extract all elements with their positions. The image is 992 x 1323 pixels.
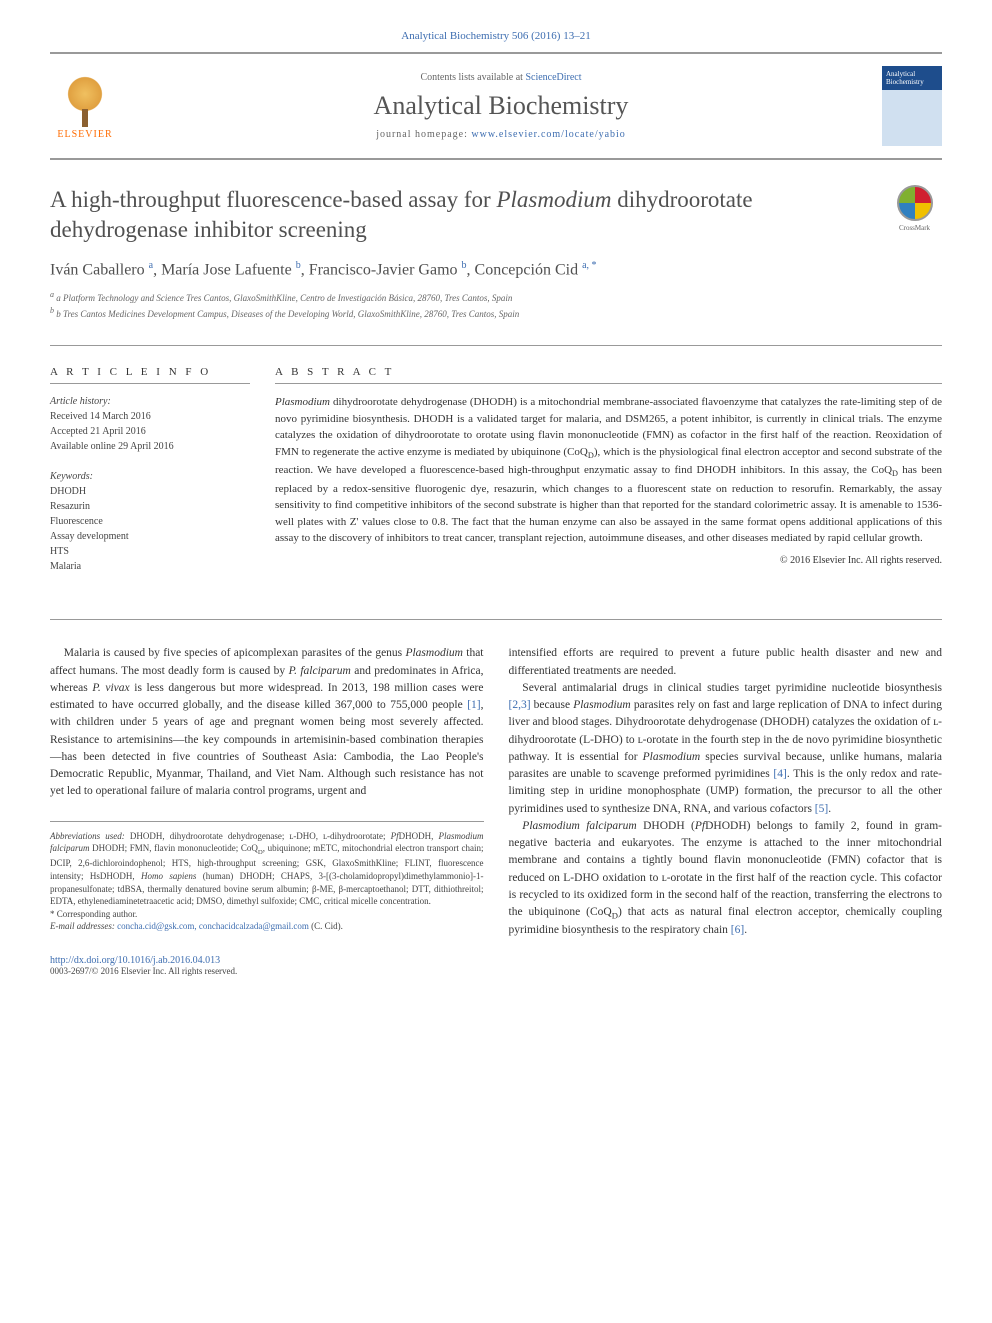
keyword-1: Resazurin (50, 499, 250, 514)
keyword-5: Malaria (50, 559, 250, 574)
footer-copyright: 0003-2697/© 2016 Elsevier Inc. All right… (50, 966, 942, 976)
crossmark-icon (897, 185, 933, 221)
journal-cover-thumbnail: Analytical Biochemistry (882, 66, 942, 146)
title-row: A high-throughput fluorescence-based ass… (50, 185, 942, 245)
footnotes-block: Abbreviations used: DHODH, dihydroorotat… (50, 821, 484, 933)
elsevier-text: ELSEVIER (57, 129, 112, 140)
abbreviations: Abbreviations used: DHODH, dihydroorotat… (50, 830, 484, 908)
elsevier-logo: ELSEVIER (50, 66, 120, 146)
keyword-2: Fluorescence (50, 514, 250, 529)
homepage-prefix: journal homepage: (376, 129, 471, 140)
sciencedirect-link[interactable]: ScienceDirect (525, 72, 581, 83)
keyword-0: DHODH (50, 484, 250, 499)
homepage-line: journal homepage: www.elsevier.com/locat… (120, 129, 882, 140)
email-suffix: (C. Cid). (311, 921, 343, 931)
email-label: E-mail addresses: (50, 921, 115, 931)
authors-line: Iván Caballero a, María Jose Lafuente b,… (50, 260, 942, 279)
abstract-column: A B S T R A C T Plasmodium dihydroorotat… (275, 366, 942, 589)
abstract-text: Plasmodium dihydroorotate dehydrogenase … (275, 394, 942, 547)
header-center: Contents lists available at ScienceDirec… (120, 72, 882, 140)
history-received: Received 14 March 2016 (50, 409, 250, 424)
body-para-l0: Malaria is caused by five species of api… (50, 645, 484, 800)
body-para-r2: Plasmodium falciparum DHODH (PfDHODH) be… (509, 818, 943, 940)
history-online: Available online 29 April 2016 (50, 439, 250, 454)
history-label: Article history: (50, 394, 250, 409)
corresponding-author: * Corresponding author. (50, 908, 484, 921)
affiliations: a a Platform Technology and Science Tres… (50, 289, 942, 320)
right-column: intensified efforts are required to prev… (509, 645, 943, 939)
email-links[interactable]: concha.cid@gsk.com, conchacidcalzada@gma… (117, 921, 309, 931)
homepage-link[interactable]: www.elsevier.com/locate/yabio (471, 129, 625, 140)
article-info-column: A R T I C L E I N F O Article history: R… (50, 366, 250, 589)
body-columns: Malaria is caused by five species of api… (50, 645, 942, 939)
keywords-block: Keywords: DHODH Resazurin Fluorescence A… (50, 469, 250, 574)
section-divider (50, 619, 942, 620)
journal-name: Analytical Biochemistry (120, 91, 882, 121)
article-history: Article history: Received 14 March 2016 … (50, 394, 250, 454)
keyword-3: Assay development (50, 529, 250, 544)
contents-prefix: Contents lists available at (420, 72, 525, 83)
page-container: Analytical Biochemistry 506 (2016) 13–21… (0, 0, 992, 1016)
abstract-heading: A B S T R A C T (275, 366, 942, 384)
history-accepted: Accepted 21 April 2016 (50, 424, 250, 439)
info-abstract-row: A R T I C L E I N F O Article history: R… (50, 345, 942, 589)
keyword-4: HTS (50, 544, 250, 559)
journal-header: ELSEVIER Contents lists available at Sci… (50, 52, 942, 160)
elsevier-tree-icon (60, 72, 110, 127)
affiliation-a: a a Platform Technology and Science Tres… (50, 289, 942, 305)
citation-line: Analytical Biochemistry 506 (2016) 13–21 (50, 30, 942, 42)
article-title: A high-throughput fluorescence-based ass… (50, 185, 867, 245)
abstract-copyright: © 2016 Elsevier Inc. All rights reserved… (275, 555, 942, 566)
crossmark-badge[interactable]: CrossMark (887, 185, 942, 240)
keywords-label: Keywords: (50, 469, 250, 484)
doi-link[interactable]: http://dx.doi.org/10.1016/j.ab.2016.04.0… (50, 955, 942, 966)
crossmark-label: CrossMark (899, 224, 930, 232)
article-info-heading: A R T I C L E I N F O (50, 366, 250, 384)
left-column: Malaria is caused by five species of api… (50, 645, 484, 939)
body-para-r1: Several antimalarial drugs in clinical s… (509, 680, 943, 818)
email-line: E-mail addresses: concha.cid@gsk.com, co… (50, 920, 484, 933)
body-para-r0: intensified efforts are required to prev… (509, 645, 943, 680)
contents-line: Contents lists available at ScienceDirec… (120, 72, 882, 83)
affiliation-b: b b Tres Cantos Medicines Development Ca… (50, 305, 942, 321)
